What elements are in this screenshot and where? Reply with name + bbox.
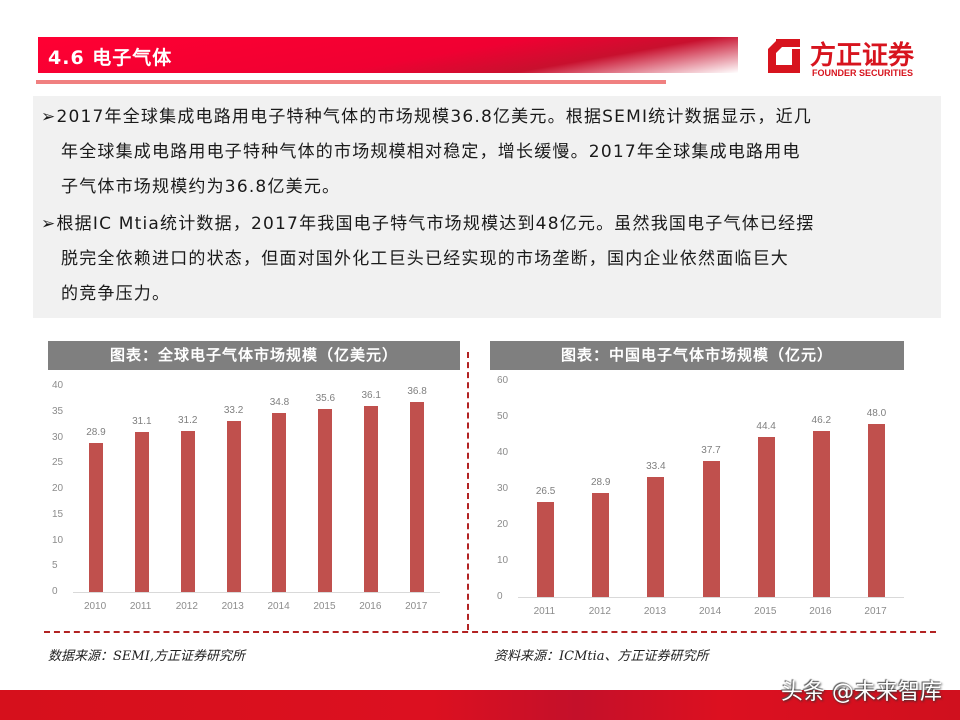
x-tick-label: 2016	[809, 606, 832, 617]
bar-value-label: 28.9	[590, 476, 611, 488]
bar-value-label: 35.6	[315, 392, 336, 404]
y-tick-label: 20	[52, 483, 64, 494]
bullet-1-line-1: ➢2017年全球集成电路用电子特种气体的市场规模36.8亿美元。根据SEMI统计…	[41, 107, 812, 127]
x-tick-label: 2014	[267, 601, 290, 612]
bar-value-label: 26.5	[535, 485, 556, 497]
bar-value-label: 31.2	[177, 415, 198, 427]
x-tick-label: 2011	[129, 601, 152, 612]
bar	[592, 492, 610, 597]
bar	[812, 430, 830, 597]
bullet-1-line-2: 年全球集成电路用电子特种气体的市场规模相对稳定，增长缓慢。2017年全球集成电路…	[61, 142, 801, 162]
x-tick-label: 2015	[313, 601, 336, 612]
y-tick-label: 15	[52, 508, 64, 520]
watermark: 头条 @未来智库	[781, 680, 942, 705]
bar-value-label: 33.4	[646, 460, 666, 472]
section-title: 4.6 电子气体	[48, 47, 173, 69]
bar-value-label: 36.1	[361, 390, 381, 402]
logo-name-en: FOUNDER SECURITIES	[812, 68, 914, 78]
bar	[757, 437, 775, 597]
y-tick-label: 30	[497, 483, 509, 494]
bullet-2-line-3: 的竞争压力。	[61, 284, 171, 304]
bar	[226, 421, 241, 592]
bar-value-label: 34.8	[269, 396, 290, 408]
x-tick-label: 2017	[864, 606, 887, 617]
bullet-2-line-1: ➢根据IC Mtia统计数据，2017年我国电子特气市场规模达到48亿元。虽然我…	[41, 214, 815, 234]
y-tick-label: 0	[52, 586, 58, 597]
x-tick-label: 2010	[83, 601, 107, 612]
logo-name-cn: 方正证券	[810, 41, 915, 71]
x-tick-label: 2015	[754, 606, 777, 617]
bar	[88, 443, 103, 592]
y-tick-label: 10	[52, 534, 64, 546]
bar	[410, 402, 425, 592]
header-underline	[36, 80, 666, 84]
y-tick-label: 0	[497, 591, 503, 602]
x-tick-label: 2013	[221, 601, 244, 612]
x-tick-label: 2011	[533, 606, 556, 617]
y-tick-label: 25	[52, 457, 64, 469]
x-tick-label: 2012	[175, 601, 198, 612]
bar	[647, 476, 665, 597]
bar-value-label: 48.0	[866, 408, 887, 420]
bar	[318, 408, 333, 592]
bar-value-label: 37.7	[701, 445, 721, 457]
footer-band	[0, 690, 960, 720]
bar-value-label: 28.9	[86, 427, 106, 439]
founder-securities-logo: 方正证券 FOUNDER SECURITIES	[768, 37, 928, 82]
bar	[364, 406, 379, 592]
bar	[180, 431, 195, 592]
summary-box: ➢2017年全球集成电路用电子特种气体的市场规模36.8亿美元。根据SEMI统计…	[33, 96, 941, 318]
bar-value-label: 36.8	[407, 386, 427, 398]
vertical-divider	[467, 352, 469, 630]
bar-value-label: 33.2	[223, 405, 244, 417]
bar-value-label: 44.4	[756, 421, 776, 433]
global-chart-title: 图表：全球电子气体市场规模（亿美元）	[48, 341, 460, 370]
bar	[134, 431, 149, 592]
bullet-2-line-2: 脱完全依赖进口的状态，但面对国外化工巨头已经实现的市场垄断，国内企业依然面临巨大	[61, 249, 789, 269]
x-axis-line	[518, 597, 904, 598]
y-tick-label: 10	[497, 555, 509, 566]
x-tick-label: 2012	[588, 606, 611, 617]
x-tick-label: 2017	[405, 601, 428, 612]
bar-value-label: 46.2	[811, 414, 832, 426]
bar	[867, 424, 885, 597]
china-chart-title: 图表：中国电子气体市场规模（亿元）	[490, 341, 904, 370]
logo-mark-icon	[768, 39, 800, 73]
y-tick-label: 35	[52, 405, 64, 417]
y-tick-label: 40	[52, 380, 64, 391]
x-tick-label: 2014	[699, 606, 722, 617]
source-right: 资料来源：ICMtia、方正证券研究所	[494, 649, 709, 664]
source-left: 数据来源：SEMI,方正证券研究所	[48, 649, 245, 664]
y-tick-label: 40	[497, 447, 509, 458]
y-tick-label: 20	[497, 519, 509, 530]
x-axis-line	[73, 592, 440, 593]
y-tick-label: 5	[52, 560, 58, 572]
bar	[272, 412, 287, 592]
y-tick-label: 50	[497, 411, 509, 422]
section-header-bar: 4.6 电子气体	[38, 37, 738, 73]
y-tick-label: 30	[52, 431, 64, 443]
x-tick-label: 2013	[643, 606, 667, 617]
bar	[537, 501, 555, 597]
bar-value-label: 31.1	[132, 415, 152, 427]
bar	[702, 461, 720, 597]
horizontal-divider	[44, 631, 936, 633]
bullet-1-line-3: 子气体市场规模约为36.8亿美元。	[61, 177, 341, 197]
x-tick-label: 2016	[359, 601, 382, 612]
y-tick-label: 60	[497, 375, 509, 386]
